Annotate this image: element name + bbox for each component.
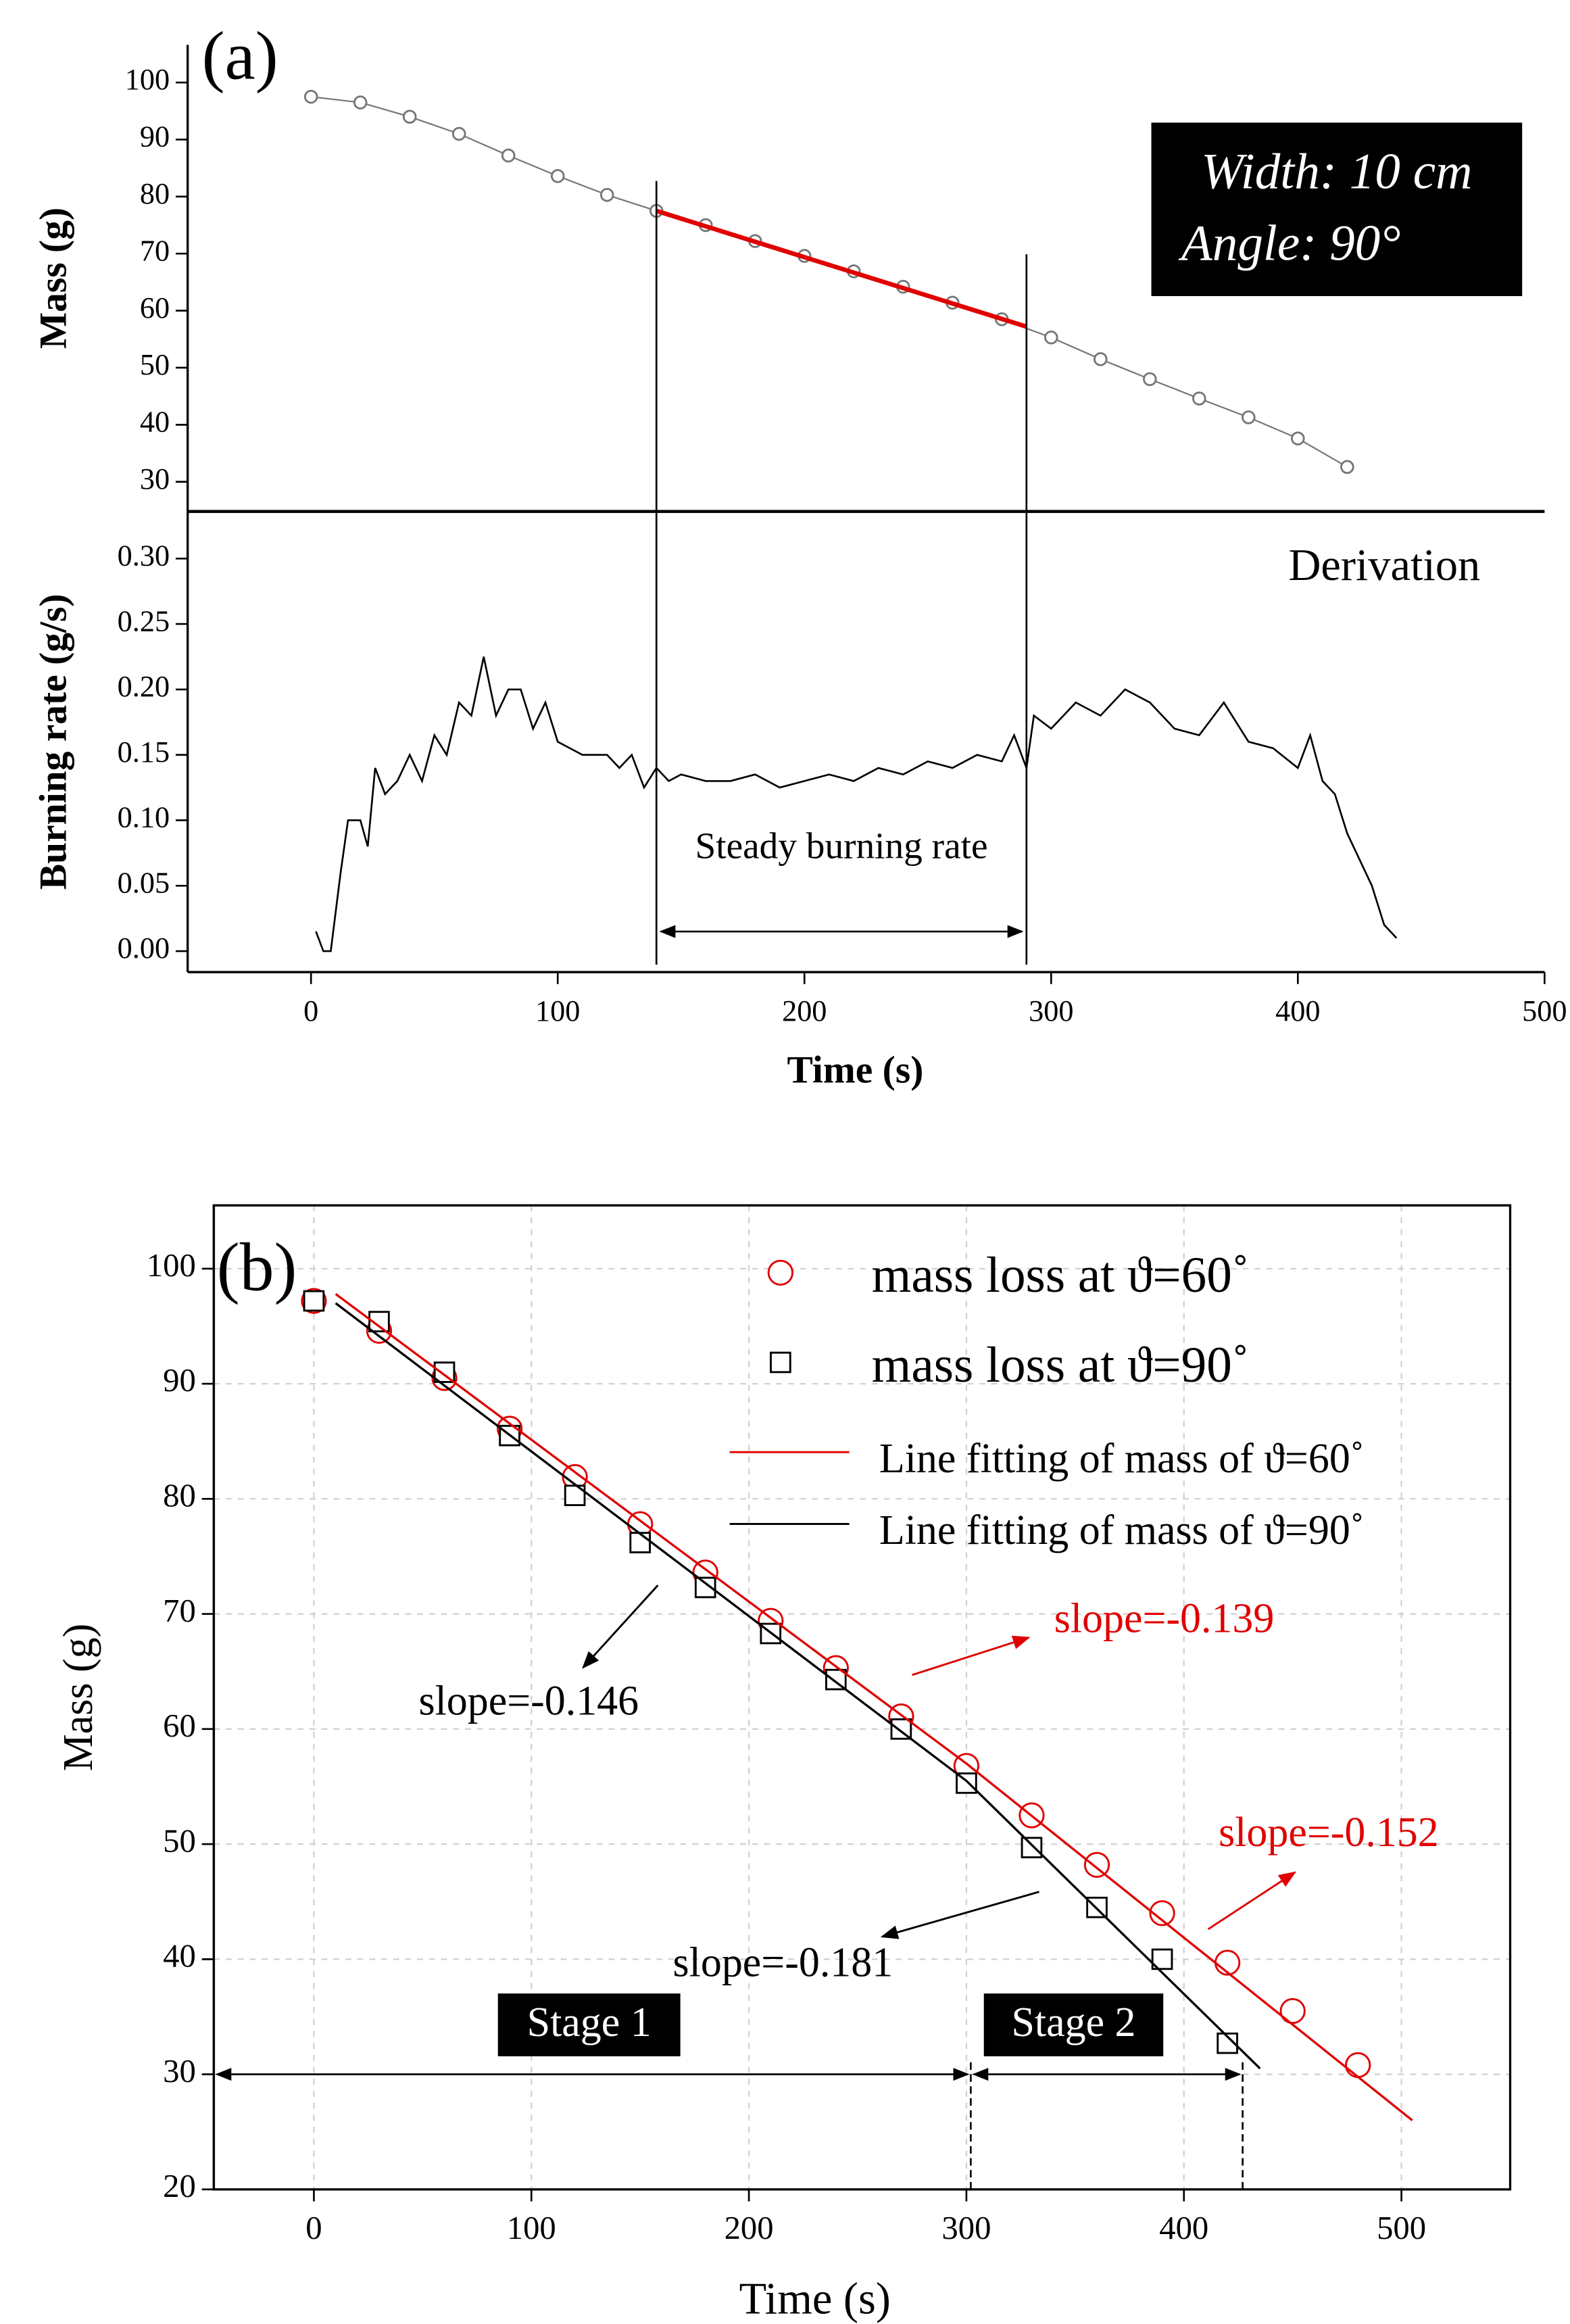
- data-point: [1192, 391, 1206, 406]
- data-point: [1021, 1837, 1043, 1859]
- annotation-box: [1151, 122, 1523, 297]
- y-tick-label: 0.25: [118, 604, 170, 637]
- legend-symbol: [770, 1351, 791, 1374]
- stage-label: Stage 1: [527, 2000, 652, 2045]
- y-tick-label: 100: [147, 1247, 196, 1284]
- data-point: [629, 1532, 651, 1553]
- x-tick-label: 300: [941, 2210, 991, 2246]
- annotation-arrow: [1207, 1871, 1297, 1931]
- annotation: slope=-0.139: [1054, 1596, 1275, 1642]
- legend-label: mass loss at ϑ=60˚: [872, 1247, 1249, 1303]
- y-tick-label: 0.00: [118, 931, 170, 965]
- y-tick-label: 0.20: [118, 670, 170, 703]
- y-tick-label: 0.30: [118, 539, 170, 572]
- y-tick-label: 50: [163, 1822, 196, 1859]
- annotation: slope=-0.146: [418, 1678, 639, 1724]
- y-tick-label: 20: [163, 2168, 196, 2204]
- y-tick-label: 70: [163, 1593, 196, 1629]
- data-point: [1340, 460, 1354, 475]
- data-point: [1291, 431, 1305, 445]
- y-tick-label: 80: [140, 177, 170, 210]
- data-point: [1345, 2052, 1371, 2079]
- y-tick-label: 80: [163, 1477, 196, 1514]
- data-point: [1279, 1998, 1306, 2025]
- y-axis-label: Mass (g): [55, 1624, 101, 1771]
- data-point: [353, 95, 368, 110]
- data-point: [303, 89, 318, 104]
- y-tick-label: 50: [140, 348, 170, 381]
- stage-label: Stage 2: [1011, 2000, 1135, 2045]
- x-tick-label: 100: [507, 2210, 556, 2246]
- y-tick-label: 90: [163, 1362, 196, 1399]
- y-axis-label: Mass (g): [32, 208, 74, 349]
- x-tick-label: 500: [1522, 994, 1567, 1027]
- x-tick-label: 500: [1377, 2210, 1426, 2246]
- data-point: [1242, 410, 1256, 425]
- y-tick-label: 0.05: [118, 866, 170, 899]
- data-point: [1094, 352, 1108, 366]
- data-point: [451, 126, 466, 141]
- annotation-arrow: [912, 1635, 1031, 1676]
- y-tick-label: 40: [163, 1938, 196, 1975]
- x-tick-label: 400: [1275, 994, 1320, 1027]
- annotation: slope=-0.152: [1219, 1810, 1439, 1856]
- legend-symbol: [767, 1259, 793, 1286]
- y-tick-label: 60: [140, 291, 170, 324]
- data-point: [402, 110, 417, 124]
- legend-label: Line fitting of mass of ϑ=90˚: [879, 1507, 1365, 1553]
- y-tick-label: 100: [125, 63, 170, 96]
- legend-label: mass loss at ϑ=90˚: [872, 1337, 1249, 1393]
- x-tick-label: 100: [535, 994, 580, 1027]
- x-tick-label: 300: [1029, 994, 1073, 1027]
- data-line: [335, 1292, 1413, 2122]
- annotation: slope=-0.181: [673, 1939, 893, 1985]
- y-tick-label: 40: [140, 406, 170, 439]
- stage-box: [983, 1993, 1164, 2056]
- y-tick-label: 0.10: [118, 801, 170, 834]
- data-line: [335, 1302, 1261, 2070]
- data-point: [1149, 1900, 1175, 1927]
- y-tick-label: 30: [140, 462, 170, 495]
- y-tick-label: 90: [140, 120, 170, 153]
- annotation-arrow: [582, 1584, 659, 1669]
- annotation: Width: 10 cm: [1201, 143, 1472, 199]
- data-point: [1143, 372, 1157, 387]
- x-tick-label: 200: [725, 2210, 774, 2246]
- y-tick-label: 60: [163, 1708, 196, 1744]
- y-tick-label: 70: [140, 234, 170, 267]
- legend-label: Line fitting of mass of ϑ=60˚: [879, 1436, 1365, 1482]
- data-line: [656, 208, 1027, 329]
- x-tick-label: 400: [1159, 2210, 1208, 2246]
- data-point: [550, 169, 565, 183]
- stage-box: [497, 1993, 681, 2056]
- annotation: Derivation: [1288, 541, 1480, 590]
- x-tick-label: 0: [305, 2210, 322, 2246]
- panel-label: (a): [202, 18, 278, 94]
- x-tick-label: 0: [303, 994, 318, 1027]
- y-axis-label: Burning rate (g/s): [32, 594, 74, 890]
- x-axis-label: Time (s): [787, 1049, 924, 1092]
- annotation-arrow: [880, 1891, 1039, 1939]
- y-tick-label: 0.15: [118, 735, 170, 769]
- annotation: Steady burning rate: [695, 825, 987, 866]
- data-point: [1044, 330, 1058, 345]
- data-point: [501, 148, 516, 163]
- data-point: [599, 188, 614, 202]
- data-line: [315, 656, 1398, 952]
- x-axis-label: Time (s): [739, 2274, 891, 2323]
- panel-label: (b): [217, 1229, 297, 1305]
- data-point: [1083, 1851, 1110, 1878]
- data-point: [303, 1290, 325, 1312]
- x-tick-label: 200: [782, 994, 827, 1027]
- annotation: Angle: 90°: [1178, 216, 1401, 272]
- y-tick-label: 30: [163, 2053, 196, 2089]
- plot-frame: [212, 1204, 1512, 2191]
